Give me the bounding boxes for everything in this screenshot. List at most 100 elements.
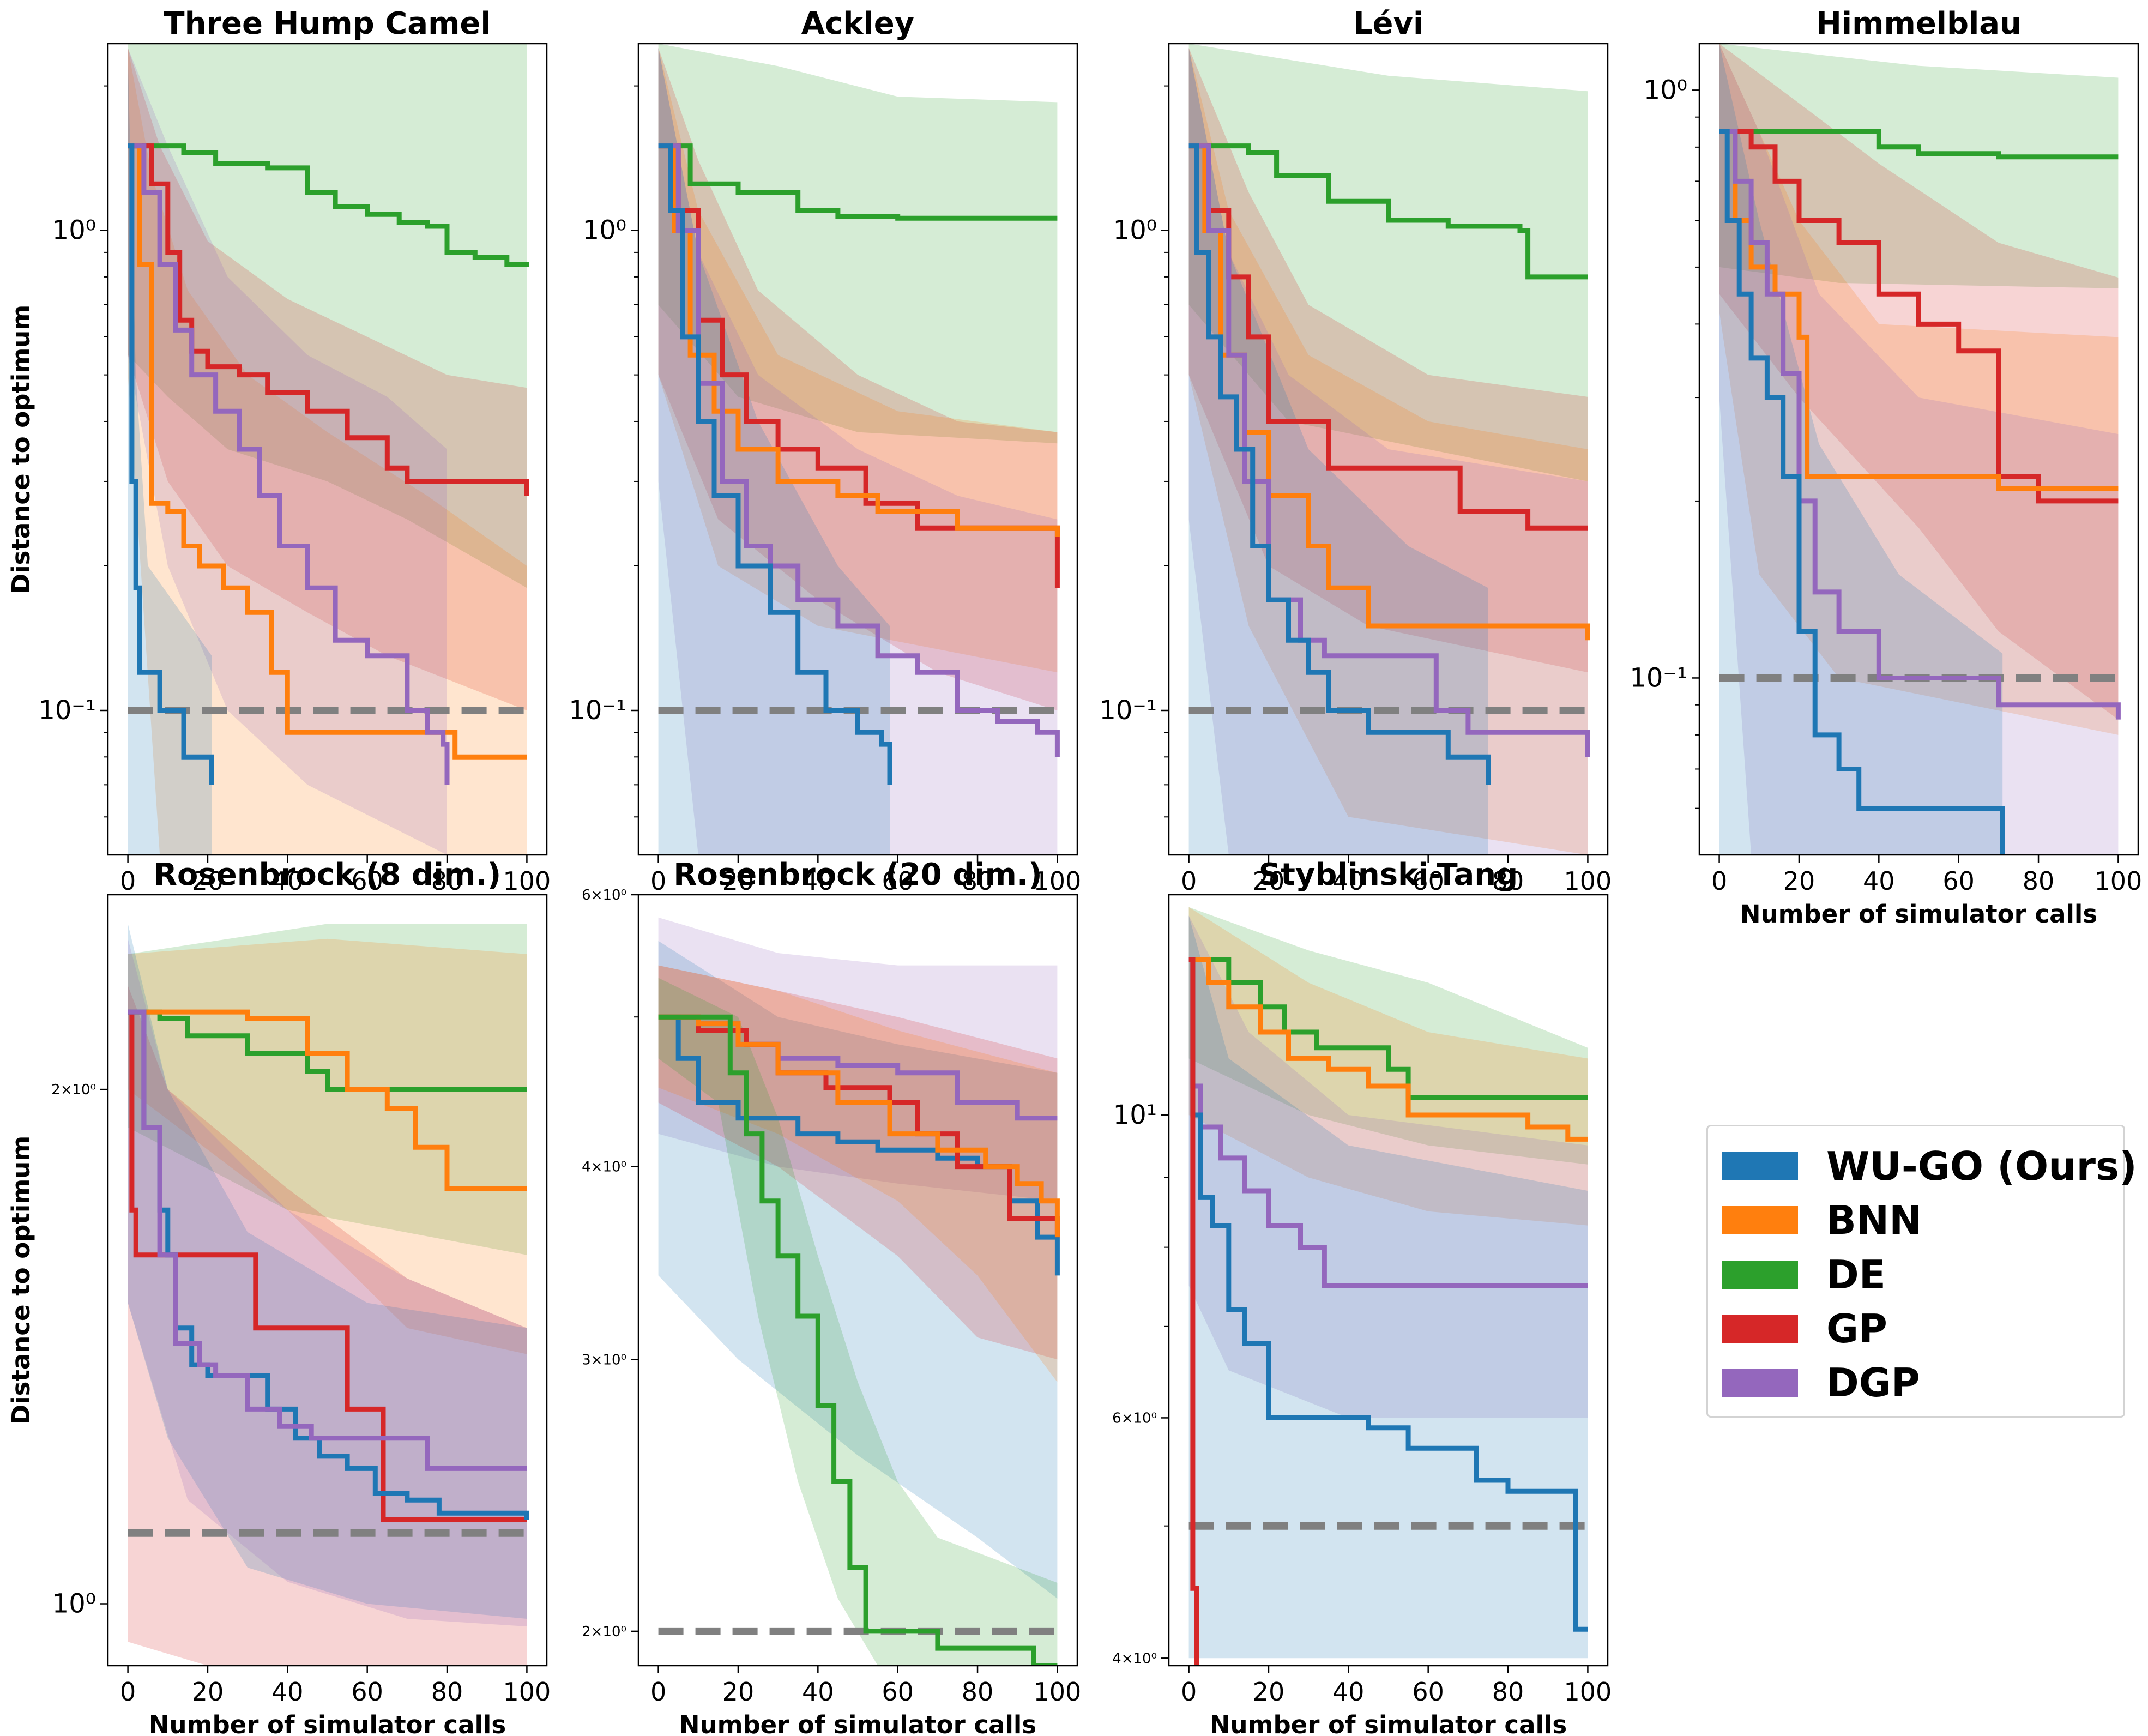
plot-area bbox=[1188, 907, 1588, 1666]
x-tick-label: 20 bbox=[1253, 1677, 1285, 1707]
x-tick-label: 0 bbox=[650, 866, 666, 896]
y-tick-label: 10⁰ bbox=[52, 215, 96, 246]
y-tick-label: 4×10⁰ bbox=[1112, 1650, 1157, 1667]
x-tick-label: 20 bbox=[192, 866, 224, 896]
x-tick-label: 20 bbox=[1253, 866, 1285, 896]
band-de bbox=[1188, 907, 1588, 1165]
x-axis-label: Number of simulator calls bbox=[1740, 900, 2097, 929]
plot-area bbox=[1719, 44, 2121, 855]
x-tick-label: 100 bbox=[1564, 866, 1612, 896]
legend-item-wugo: WU-GO (Ours) bbox=[1722, 1143, 2137, 1189]
x-tick-label: 60 bbox=[882, 866, 914, 896]
band-de bbox=[1719, 44, 2119, 288]
y-tick-label: 10⁻¹ bbox=[1099, 695, 1157, 726]
x-tick-label: 100 bbox=[2095, 866, 2143, 896]
band-wu-go-ours bbox=[1188, 47, 1488, 855]
line-wu-go-ours bbox=[128, 143, 214, 785]
line-dgp bbox=[658, 143, 1060, 757]
line-gp bbox=[128, 143, 529, 496]
line-gp bbox=[1188, 143, 1588, 531]
line-dgp bbox=[128, 1009, 527, 1471]
band-gp bbox=[1719, 44, 2119, 720]
x-tick-label: 20 bbox=[722, 1677, 755, 1707]
y-axis-label: Distance to optimum bbox=[7, 1136, 35, 1425]
x-tick-label: 80 bbox=[431, 866, 463, 896]
axes-frame bbox=[1698, 43, 2139, 856]
line-wu-go-ours bbox=[1719, 129, 2005, 855]
x-tick-label: 100 bbox=[503, 866, 551, 896]
line-gp bbox=[1719, 129, 2119, 504]
panel-1: 0 20 40 60 80 100 10⁻¹ 10⁰ Three Hump Camel Dista… bbox=[7, 6, 551, 896]
legend-label-de: DE bbox=[1826, 1252, 1886, 1298]
x-tick-label: 80 bbox=[1492, 1677, 1524, 1707]
legend-swatch-bnn bbox=[1722, 1206, 1798, 1234]
line-bnn bbox=[1188, 957, 1588, 1142]
x-tick-label: 0 bbox=[1181, 1677, 1197, 1707]
x-tick-label: 60 bbox=[882, 1677, 914, 1707]
line-wu-go-ours bbox=[658, 1014, 1060, 1276]
chart-title: Lévi bbox=[1353, 6, 1423, 41]
band-wu-go-ours bbox=[128, 57, 212, 855]
band-bnn bbox=[128, 47, 527, 855]
panel-5: 0 20 40 60 80 100 10⁰ 2×10⁰ Rosenbrock (8 dim.) N… bbox=[7, 857, 551, 1736]
y-tick-label: 10⁰ bbox=[1644, 75, 1687, 105]
chart-title: Styblinski-Tang bbox=[1259, 857, 1518, 893]
line-dgp bbox=[128, 143, 450, 785]
y-tick-label: 10⁰ bbox=[1113, 215, 1157, 246]
line-wu-go-ours bbox=[1188, 143, 1491, 785]
y-tick-label: 10⁻¹ bbox=[569, 695, 626, 726]
axes-frame bbox=[1168, 43, 1609, 856]
x-tick-label: 40 bbox=[802, 1677, 834, 1707]
axes-frame bbox=[1168, 894, 1609, 1667]
line-bnn bbox=[128, 143, 527, 760]
line-dgp bbox=[1719, 129, 2121, 720]
y-tick-label: 10⁰ bbox=[52, 1589, 96, 1619]
legend-swatch-gp bbox=[1722, 1315, 1798, 1343]
line-de bbox=[658, 143, 1058, 221]
y-tick-label: 3×10⁰ bbox=[582, 1352, 626, 1368]
plot-area bbox=[1188, 44, 1590, 855]
panel-3: 0 20 40 60 80 100 10⁻¹ 10⁰ Lévi bbox=[1099, 6, 1612, 896]
x-tick-label: 60 bbox=[1412, 866, 1444, 896]
y-tick-label: 6×10⁰ bbox=[1112, 1410, 1157, 1426]
panel-6: 0 20 40 60 80 100 2×10⁰ 3×10⁰ 4×10⁰ 6×10⁰ Rosenbro… bbox=[582, 857, 1081, 1736]
x-tick-label: 60 bbox=[1942, 866, 1975, 896]
x-axis-label: Number of simulator calls bbox=[149, 1710, 506, 1736]
band-dgp bbox=[1719, 44, 2119, 855]
line-de bbox=[658, 1014, 1058, 1666]
x-tick-label: 0 bbox=[1711, 866, 1727, 896]
y-tick-label: 6×10⁰ bbox=[582, 887, 626, 903]
x-tick-label: 0 bbox=[120, 866, 136, 896]
line-de bbox=[128, 143, 529, 267]
y-tick-label: 2×10⁰ bbox=[582, 1624, 626, 1640]
plot-area bbox=[128, 44, 529, 855]
plot-area bbox=[658, 917, 1060, 1666]
line-dgp bbox=[1188, 957, 1588, 1288]
x-tick-label: 100 bbox=[1564, 1677, 1612, 1707]
band-gp bbox=[128, 47, 527, 710]
x-tick-label: 80 bbox=[2023, 866, 2055, 896]
axes-frame bbox=[637, 43, 1078, 856]
x-tick-label: 0 bbox=[120, 1677, 136, 1707]
legend-label-bnn: BNN bbox=[1826, 1197, 1922, 1243]
chart-title: Three Hump Camel bbox=[164, 6, 491, 41]
legend-item-de: DE bbox=[1722, 1252, 1886, 1298]
x-tick-label: 80 bbox=[962, 866, 994, 896]
y-tick-label: 10¹ bbox=[1113, 1100, 1157, 1130]
y-axis-label: Distance to optimum bbox=[7, 305, 35, 594]
y-tick-label: 10⁰ bbox=[583, 215, 626, 246]
y-tick-label: 4×10⁰ bbox=[582, 1159, 626, 1176]
x-tick-label: 60 bbox=[351, 1677, 383, 1707]
band-bnn bbox=[1719, 44, 2119, 735]
y-tick-label: 2×10⁰ bbox=[51, 1082, 96, 1098]
x-tick-label: 0 bbox=[1181, 866, 1197, 896]
band-de bbox=[1188, 44, 1588, 481]
legend-swatch-dgp bbox=[1722, 1369, 1798, 1397]
legend-item-gp: GP bbox=[1722, 1306, 1887, 1352]
chart-title: Ackley bbox=[801, 6, 914, 41]
legend-swatch-wugo bbox=[1722, 1152, 1798, 1180]
x-axis-label: Number of simulator calls bbox=[679, 1710, 1036, 1736]
legend-item-bnn: BNN bbox=[1722, 1197, 1922, 1243]
panel-7: 0 20 40 60 80 100 4×10⁰ 6×10⁰ 10¹ Styblinski-Tang… bbox=[1112, 857, 1612, 1736]
